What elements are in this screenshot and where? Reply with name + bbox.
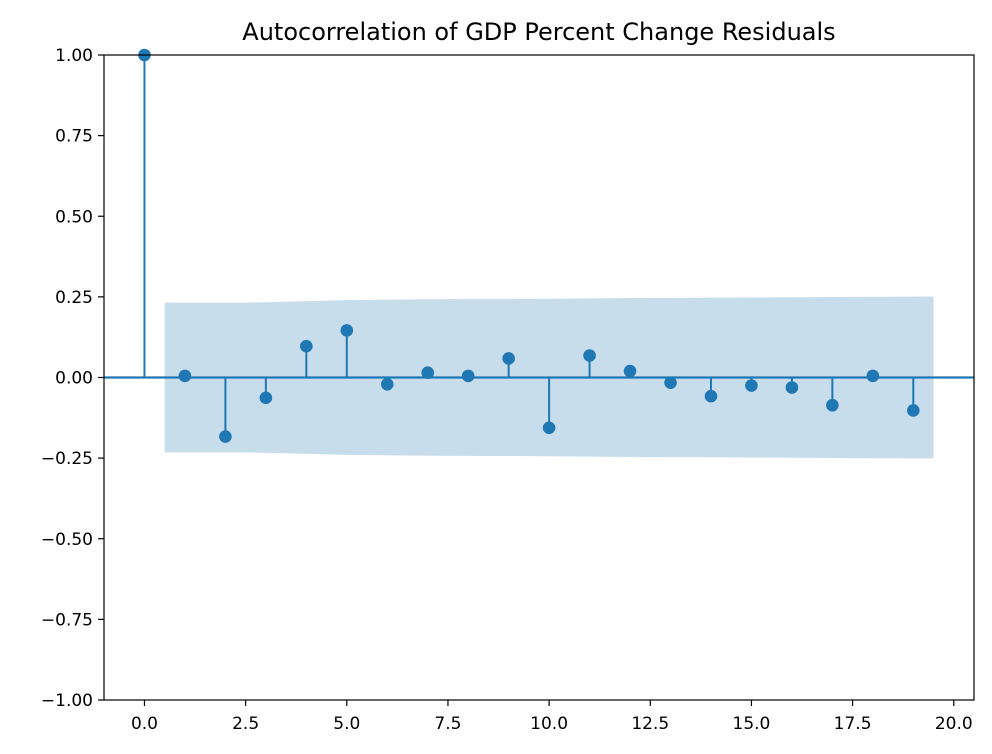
acf-marker-lag-4 xyxy=(300,339,313,353)
acf-marker-lag-17 xyxy=(826,398,839,412)
x-tick-label: 15.0 xyxy=(733,714,771,734)
acf-marker-lag-14 xyxy=(704,389,718,403)
y-axis: −1.00 −0.75 −0.50 −0.25 0.00 0.25 0.50 0.75 1.00 xyxy=(41,46,104,711)
x-tick-label: 0.0 xyxy=(131,714,158,734)
x-tick-label: 17.5 xyxy=(834,714,872,734)
acf-marker-lag-3 xyxy=(259,391,273,405)
x-tick-label: 5.0 xyxy=(333,714,360,734)
stem-layer xyxy=(138,48,920,443)
acf-marker-lag-13 xyxy=(664,376,677,389)
acf-marker-lag-8 xyxy=(461,369,475,383)
acf-marker-lag-7 xyxy=(421,366,435,379)
y-tick-label: 0.00 xyxy=(55,369,93,389)
acf-marker-lag-12 xyxy=(623,364,637,378)
acf-marker-lag-5 xyxy=(340,324,354,337)
acf-marker-lag-11 xyxy=(583,349,596,362)
y-tick-label: 1.00 xyxy=(55,46,93,66)
y-tick-label: 0.75 xyxy=(55,127,93,147)
acf-marker-lag-18 xyxy=(866,369,880,383)
x-tick-label: 2.5 xyxy=(232,714,259,734)
acf-marker-lag-19 xyxy=(907,404,920,417)
acf-marker-lag-10 xyxy=(542,421,556,435)
acf-marker-lag-6 xyxy=(380,377,394,391)
y-tick-label: −0.75 xyxy=(41,610,93,630)
x-tick-label: 12.5 xyxy=(631,714,669,734)
acf-marker-lag-1 xyxy=(178,369,192,383)
y-tick-label: −0.25 xyxy=(41,449,93,469)
x-tick-label: 20.0 xyxy=(935,714,973,734)
y-tick-label: −1.00 xyxy=(41,691,93,711)
acf-marker-lag-9 xyxy=(502,352,515,365)
acf-marker-lag-15 xyxy=(745,379,758,392)
chart-title: Autocorrelation of GDP Percent Change Re… xyxy=(242,18,835,46)
y-tick-label: 0.50 xyxy=(55,207,93,227)
acf-marker-lag-16 xyxy=(785,381,799,394)
x-axis: 0.0 2.5 5.0 7.5 10.0 12.5 15.0 17.5 20.0 xyxy=(131,700,973,734)
y-tick-label: −0.50 xyxy=(41,530,93,550)
acf-marker-lag-2 xyxy=(219,430,232,443)
x-tick-label: 10.0 xyxy=(530,714,568,734)
x-tick-label: 7.5 xyxy=(434,714,461,734)
y-tick-label: 0.25 xyxy=(55,288,93,308)
